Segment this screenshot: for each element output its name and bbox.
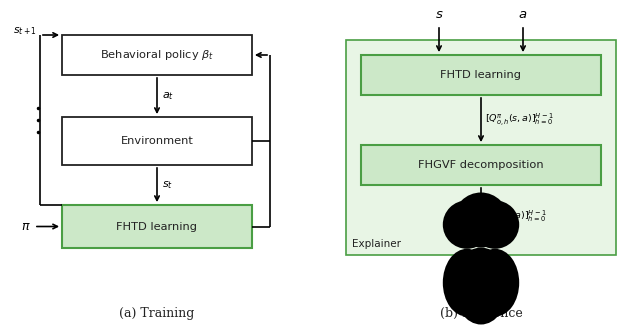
Text: $[Q^\pi_{o,h}(s,a)]^{H-1}_{h=0}$: $[Q^\pi_{o,h}(s,a)]^{H-1}_{h=0}$ [485,112,554,128]
Text: Behavioral policy $\beta_t$: Behavioral policy $\beta_t$ [100,48,214,62]
Text: FHGVF decomposition: FHGVF decomposition [418,160,544,170]
Bar [62,117,252,165]
Bar [346,40,616,255]
Text: $\pi$: $\pi$ [21,220,31,233]
Text: $s_{t+1}$: $s_{t+1}$ [13,25,37,37]
Text: (a) Training: (a) Training [119,306,195,319]
Text: $a_t$: $a_t$ [162,90,174,102]
Text: $s$: $s$ [435,8,444,21]
Bar [62,205,252,248]
Circle shape [471,200,519,249]
Text: Explainer: Explainer [352,239,401,249]
Circle shape [443,200,492,249]
Bar [62,35,252,75]
Text: $a$: $a$ [518,8,527,21]
Text: $s_t$: $s_t$ [162,179,173,191]
Bar [361,145,601,185]
Ellipse shape [454,248,509,324]
Text: $[O^\pi_h(s,a)]^{H-1}_{h=0}$: $[O^\pi_h(s,a)]^{H-1}_{h=0}$ [485,208,547,224]
Circle shape [454,193,509,248]
Text: (b) Inference: (b) Inference [440,306,522,319]
Text: FHTD learning: FHTD learning [116,221,198,232]
Text: Environment: Environment [120,136,193,146]
Ellipse shape [471,249,519,317]
Text: FHTD learning: FHTD learning [440,70,522,80]
Ellipse shape [443,249,492,317]
Bar [361,55,601,95]
